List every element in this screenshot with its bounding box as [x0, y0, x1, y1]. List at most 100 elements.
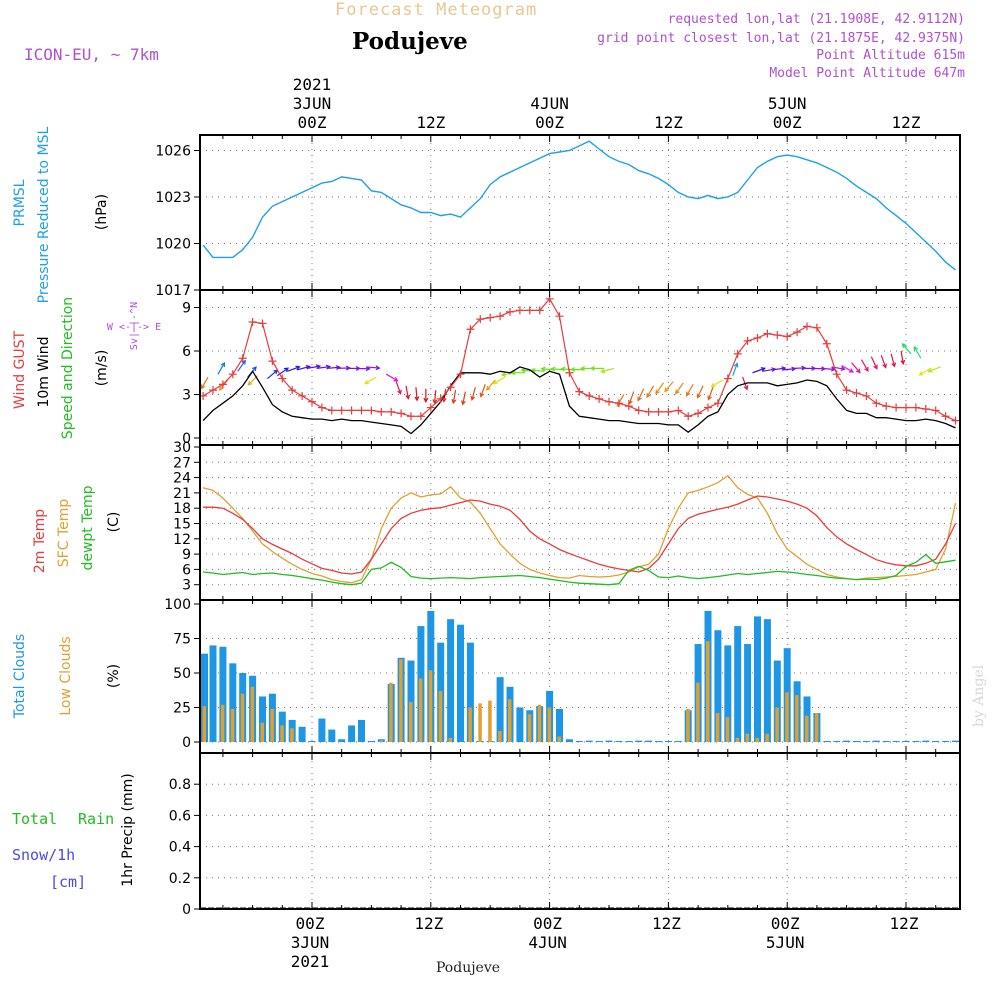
wind-gust-marker — [397, 409, 406, 418]
wind-gust-marker — [595, 394, 604, 403]
wind-arrow — [900, 350, 906, 366]
total-clouds-label: Total Clouds — [12, 634, 28, 719]
wind-arrow-shaft — [675, 382, 684, 394]
wind-arrow-head — [218, 385, 224, 391]
wind-arrow-head — [470, 395, 476, 402]
wind-arrow — [851, 362, 861, 374]
wind-gust-marker — [892, 403, 901, 412]
y-tick-label: 1020 — [155, 237, 191, 253]
wind-gust-marker — [822, 339, 831, 348]
low-cloud-bar — [250, 686, 255, 742]
banner-title: Forecast Meteogram — [335, 0, 537, 20]
y-tick-label: 15 — [173, 517, 191, 533]
wind-gust-marker — [357, 406, 366, 415]
wind-arrow-head — [696, 393, 702, 399]
wind-arrow — [414, 387, 420, 402]
wind-gust-marker — [387, 407, 396, 416]
total-cloud-bar — [259, 696, 266, 742]
wind-arrow-head — [918, 371, 924, 376]
wind-gust-marker — [347, 406, 356, 415]
wind-gust-marker — [763, 329, 772, 338]
wind-gust-marker — [278, 374, 287, 383]
frame-layer — [199, 134, 961, 910]
low-cloud-bar — [418, 678, 423, 742]
low-cloud-bar — [785, 692, 789, 742]
total-cloud-bar — [744, 644, 752, 742]
wind-arrow-shaft — [296, 365, 310, 371]
wind-gust-marker — [842, 386, 851, 395]
wind-arrow-shaft — [287, 366, 300, 372]
wind-arrow-shaft — [316, 365, 330, 369]
wind-arrow-head — [873, 364, 878, 370]
total-cloud-bar — [496, 677, 504, 742]
low-cloud-bar — [468, 707, 472, 742]
low-cloud-bar — [448, 737, 453, 742]
wind-arrow-shaft — [890, 353, 896, 367]
low-cloud-bar — [735, 737, 740, 742]
wind-arrow-head — [760, 367, 766, 372]
wind-gust-marker — [783, 332, 792, 341]
precip-label: 1hr Precip (mm) — [120, 773, 136, 886]
top-time-label: 2021 — [293, 75, 332, 94]
panel-frame — [199, 599, 961, 754]
wind-arrow-shaft — [395, 381, 402, 394]
wind-arrow-head — [646, 393, 651, 399]
wind-gust-marker — [209, 386, 217, 395]
wind-arrow — [589, 365, 605, 371]
low-cloud-bar — [379, 740, 383, 742]
total-cloud-bar — [625, 741, 633, 742]
y-tick-label: 3 — [182, 578, 191, 594]
wind-arrow-shaft — [217, 362, 225, 375]
wind-arrow — [492, 376, 506, 385]
y-tick-label: 1026 — [155, 144, 191, 160]
low-cloud-bar — [290, 728, 294, 742]
wind-arrow-shaft — [686, 384, 694, 396]
wind-gust-marker — [308, 397, 316, 406]
wind-arrow-head — [364, 379, 370, 385]
wind-arrow-shaft — [405, 385, 409, 399]
total-cloud-bar — [734, 626, 742, 742]
wind-arrow-shaft — [462, 391, 467, 405]
axis-layer: 1017102010231026036936912151821242730025… — [155, 135, 937, 918]
total-cloud-bar — [833, 741, 841, 742]
wind-arrow-head — [393, 376, 399, 382]
wind-gust-marker — [882, 402, 891, 411]
point-altitude: Point Altitude 615m — [816, 48, 965, 63]
wind-gust-marker — [446, 383, 455, 392]
clouds-units: (%) — [106, 664, 122, 688]
wind-arrow-shaft — [851, 362, 861, 373]
total-cloud-bar — [635, 740, 643, 742]
wind-gust-marker — [723, 374, 732, 383]
panel-frame — [199, 134, 961, 291]
wind-arrow-head — [485, 385, 491, 391]
wind-arrow-head — [927, 367, 933, 373]
wind-gust-marker — [575, 387, 584, 396]
wind-arrow — [530, 368, 545, 373]
wind-arrow-shaft — [267, 369, 278, 380]
top-time-label: 00Z — [535, 113, 564, 132]
panel-frame — [199, 752, 961, 910]
wind-arrow-shaft — [711, 379, 724, 388]
wind-arrow — [860, 359, 869, 373]
wind-arrow-head — [560, 366, 566, 372]
low-cloud-bar — [399, 659, 403, 742]
wind-arrow-shaft — [841, 364, 854, 373]
bottom-time-label: 12Z — [414, 914, 443, 933]
total-cloud-bar — [724, 645, 732, 742]
y-tick-label: 50 — [173, 666, 191, 682]
top-time-label: 5JUN — [768, 94, 807, 113]
wind-arrow-shaft — [732, 363, 738, 376]
compass-we: W <-|-> E — [107, 322, 161, 333]
wind-arrow-shaft — [913, 346, 922, 359]
wind-gust-marker — [743, 336, 752, 345]
wind-arrow-shaft — [707, 387, 714, 400]
wind-gust-marker — [238, 354, 247, 363]
wind-arrow-shaft — [493, 376, 506, 385]
compass-ns: Sv|-|-^N — [129, 302, 140, 350]
wind-gust-marker — [228, 370, 237, 379]
wind-arrow — [646, 385, 655, 399]
wind-arrow-shaft — [880, 355, 887, 368]
wind-arrow — [707, 387, 714, 401]
wind-arrow-head — [283, 367, 290, 373]
